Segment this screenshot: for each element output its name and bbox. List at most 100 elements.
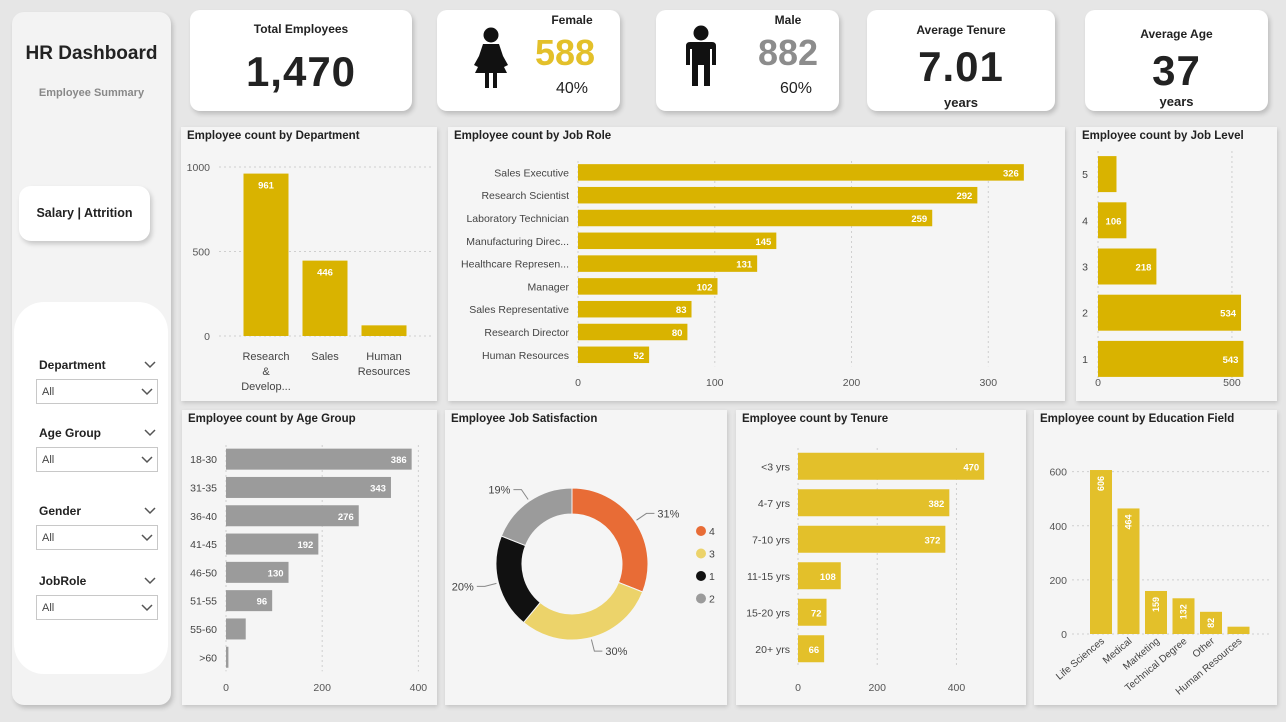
data-label: 470: [963, 462, 979, 473]
department-bar-chart: 0 500 1000 961 Research & Develop... 446 Sales Hu…: [187, 162, 433, 393]
bar: [578, 323, 688, 341]
age-group-filter-label: Age Group: [39, 426, 101, 440]
category-label: 51-55: [190, 596, 217, 608]
data-label: 20%: [452, 581, 474, 593]
data-label: 606: [1096, 476, 1106, 491]
data-label: 159: [1151, 597, 1161, 612]
chevron-down-icon: [141, 456, 153, 464]
bar: [226, 448, 412, 470]
kpi-value: 1,470: [245, 48, 357, 95]
nav-button-label: Salary | Attrition: [36, 206, 133, 220]
data-label: 534: [1220, 309, 1237, 320]
category-label: Develop...: [241, 381, 291, 393]
department-chart-panel: Employee count by Department 0 500 1000 961…: [181, 127, 437, 401]
bar: [1172, 598, 1195, 634]
kpi-unit: years: [1159, 94, 1194, 109]
data-label: 31%: [657, 508, 679, 520]
bar: [226, 646, 229, 668]
chevron-down-icon[interactable]: [144, 576, 156, 586]
chevron-down-icon[interactable]: [144, 506, 156, 516]
chevron-down-icon[interactable]: [144, 428, 156, 438]
jobrole-filter-dropdown[interactable]: All: [36, 595, 158, 620]
category-label: Healthcare Represen...: [461, 259, 569, 271]
jobrole-filter-label: JobRole: [39, 574, 87, 588]
x-tick-label: 0: [575, 377, 581, 389]
chart-title: Employee count by Department: [187, 130, 360, 142]
bar: [1098, 294, 1242, 331]
bar: [1098, 156, 1117, 193]
kpi-value: 7.01: [918, 43, 1004, 90]
category-label: Manufacturing Direc...: [466, 236, 569, 248]
data-label: 82: [1206, 618, 1216, 628]
kpi-total-employees: Total Employees 1,470: [190, 10, 412, 111]
chevron-down-icon[interactable]: [144, 360, 156, 370]
bar: [578, 232, 777, 250]
agegroup-chart-panel: Employee count by Age Group 0 200 400 18-30…: [182, 410, 437, 705]
male-percent: 60%: [779, 80, 813, 97]
department-filter-value: All: [42, 386, 55, 398]
category-label: 31-35: [190, 482, 217, 494]
legend-label: 4: [709, 526, 715, 538]
donut-slice: [522, 581, 644, 641]
y-tick-label: 400: [1049, 521, 1067, 533]
education-chart-panel: Employee count by Education Field 0 200 40…: [1034, 410, 1277, 705]
bar: [243, 173, 289, 336]
bar: [1117, 508, 1140, 634]
data-label: 372: [925, 535, 941, 546]
category-label: Sales: [311, 351, 339, 363]
bar: [798, 489, 950, 517]
bar: [1098, 340, 1244, 377]
data-label: 72: [811, 608, 822, 619]
bar: [1098, 202, 1127, 239]
x-tick-label: 0: [795, 682, 801, 694]
female-label: Female: [551, 13, 593, 27]
gender-filter-value: All: [42, 532, 55, 544]
category-label: 20+ yrs: [755, 644, 790, 656]
department-filter-dropdown[interactable]: All: [36, 379, 158, 404]
gender-filter-dropdown[interactable]: All: [36, 525, 158, 550]
tenure-chart-panel: Employee count by Tenure 0 200 400 <3 yrs 47…: [736, 410, 1026, 705]
department-filter-label: Department: [39, 358, 106, 372]
data-label: 446: [317, 268, 333, 279]
age-group-filter-dropdown[interactable]: All: [36, 447, 158, 472]
jobrole-chart-panel: Employee count by Job Role 0 100 200 300 Sal…: [448, 127, 1065, 401]
female-count: 588: [535, 32, 596, 73]
leader-line: [476, 582, 497, 587]
data-label: 19%: [488, 485, 510, 497]
x-tick-label: 0: [223, 682, 229, 694]
bar: [1200, 611, 1222, 634]
category-label: 5: [1082, 169, 1088, 181]
y-tick-label: 1000: [187, 162, 211, 174]
data-label: 218: [1136, 263, 1152, 274]
kpi-value: 37: [1152, 47, 1201, 94]
data-label: 108: [820, 572, 836, 583]
kpi-label: Total Employees: [253, 22, 349, 36]
category-label: 7-10 yrs: [752, 534, 790, 546]
bar: [226, 561, 289, 583]
donut-slice: [571, 487, 649, 593]
bar: [1227, 626, 1250, 634]
data-label: 52: [634, 351, 645, 362]
category-label: 18-30: [190, 454, 217, 466]
legend-marker: [696, 571, 706, 581]
category-label: >60: [199, 652, 217, 664]
category-label: 41-45: [190, 539, 217, 551]
gender-filter-label: Gender: [39, 504, 82, 518]
category-label: &: [262, 366, 270, 378]
category-label: Resources: [358, 366, 411, 378]
bar: [361, 325, 407, 336]
salary-attrition-nav-button[interactable]: Salary | Attrition: [19, 186, 150, 241]
x-tick-label: 300: [980, 377, 998, 389]
kpi-average-age: Average Age 37 years: [1085, 10, 1268, 111]
bar: [226, 533, 319, 555]
legend-label: 2: [709, 594, 715, 606]
bar: [226, 505, 359, 527]
legend-label: 1: [709, 571, 715, 583]
category-label: Laboratory Technician: [466, 213, 569, 225]
bar: [578, 209, 933, 227]
bar: [226, 476, 391, 498]
category-label: Human: [366, 351, 401, 363]
donut-slice: [495, 535, 541, 624]
bar: [578, 164, 1024, 181]
chart-title: Employee count by Education Field: [1040, 413, 1235, 425]
